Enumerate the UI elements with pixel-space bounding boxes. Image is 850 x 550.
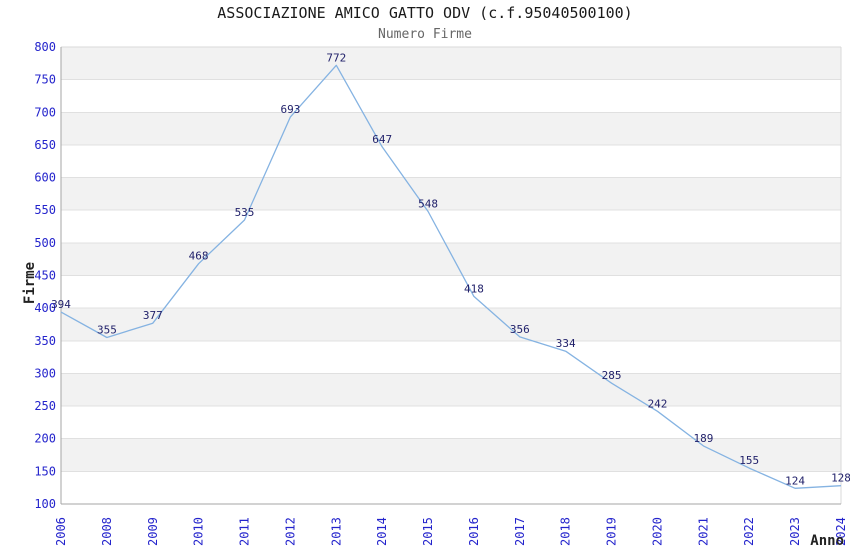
x-tick-label: 2014 xyxy=(375,517,389,546)
x-tick-label: 2006 xyxy=(54,517,68,546)
grid-band xyxy=(61,112,841,145)
chart-title: ASSOCIAZIONE AMICO GATTO ODV (c.f.950405… xyxy=(217,4,633,22)
x-tick-label: 2010 xyxy=(192,517,206,546)
data-label: 128 xyxy=(831,472,850,485)
y-tick-label: 450 xyxy=(34,269,56,283)
y-tick-label: 800 xyxy=(34,40,56,54)
y-axis-title: Firme xyxy=(22,262,38,304)
x-axis-title: Anno xyxy=(810,533,844,549)
y-tick-label: 650 xyxy=(34,138,56,152)
y-tick-label: 400 xyxy=(34,301,56,315)
x-tick-label: 2019 xyxy=(605,517,619,546)
x-tick-label: 2009 xyxy=(146,517,160,546)
data-label: 334 xyxy=(556,337,576,350)
data-label: 377 xyxy=(143,309,163,322)
data-label: 155 xyxy=(739,454,759,467)
data-label: 418 xyxy=(464,282,484,295)
data-label: 535 xyxy=(235,206,255,219)
y-tick-label: 250 xyxy=(34,399,56,413)
x-tick-label: 2020 xyxy=(651,517,665,546)
data-label: 356 xyxy=(510,323,530,336)
data-label: 394 xyxy=(51,298,71,311)
y-tick-label: 700 xyxy=(34,105,56,119)
y-tick-label: 150 xyxy=(34,464,56,478)
x-tick-label: 2022 xyxy=(742,517,756,546)
y-tick-label: 500 xyxy=(34,236,56,250)
grid-band xyxy=(61,47,841,80)
x-tick-label: 2018 xyxy=(559,517,573,546)
grid-band xyxy=(61,242,841,276)
chart-subtitle: Numero Firme xyxy=(378,27,472,42)
x-tick-label: 2008 xyxy=(100,517,114,546)
data-label: 242 xyxy=(648,397,668,410)
y-tick-label: 550 xyxy=(34,203,56,217)
x-tick-label: 2024 xyxy=(834,517,848,546)
data-label: 355 xyxy=(97,324,117,337)
x-tick-label: 2023 xyxy=(788,517,802,546)
data-label: 548 xyxy=(418,198,438,211)
y-tick-label: 750 xyxy=(34,73,56,87)
data-label: 189 xyxy=(693,432,713,445)
x-tick-label: 2016 xyxy=(467,517,481,546)
grid-band xyxy=(61,438,841,472)
grid-band xyxy=(61,373,841,406)
y-tick-label: 200 xyxy=(34,432,56,446)
x-tick-label: 2021 xyxy=(696,517,710,546)
y-tick-label: 100 xyxy=(34,497,56,511)
y-tick-label: 300 xyxy=(34,366,56,380)
x-tick-label: 2017 xyxy=(513,517,527,546)
x-tick-label: 2011 xyxy=(238,517,252,546)
data-label: 693 xyxy=(280,103,300,116)
data-label: 285 xyxy=(602,369,622,382)
grid-band xyxy=(61,177,841,211)
y-tick-label: 600 xyxy=(34,171,56,185)
y-tick-label: 350 xyxy=(34,334,56,348)
x-tick-label: 2015 xyxy=(421,517,435,546)
data-label: 124 xyxy=(785,474,805,487)
grid-band xyxy=(61,308,841,341)
data-label: 772 xyxy=(326,51,346,64)
x-tick-label: 2013 xyxy=(329,517,343,546)
data-label: 468 xyxy=(189,250,209,263)
series-line xyxy=(60,64,842,489)
data-label: 647 xyxy=(372,133,392,146)
x-tick-label: 2012 xyxy=(283,517,297,546)
